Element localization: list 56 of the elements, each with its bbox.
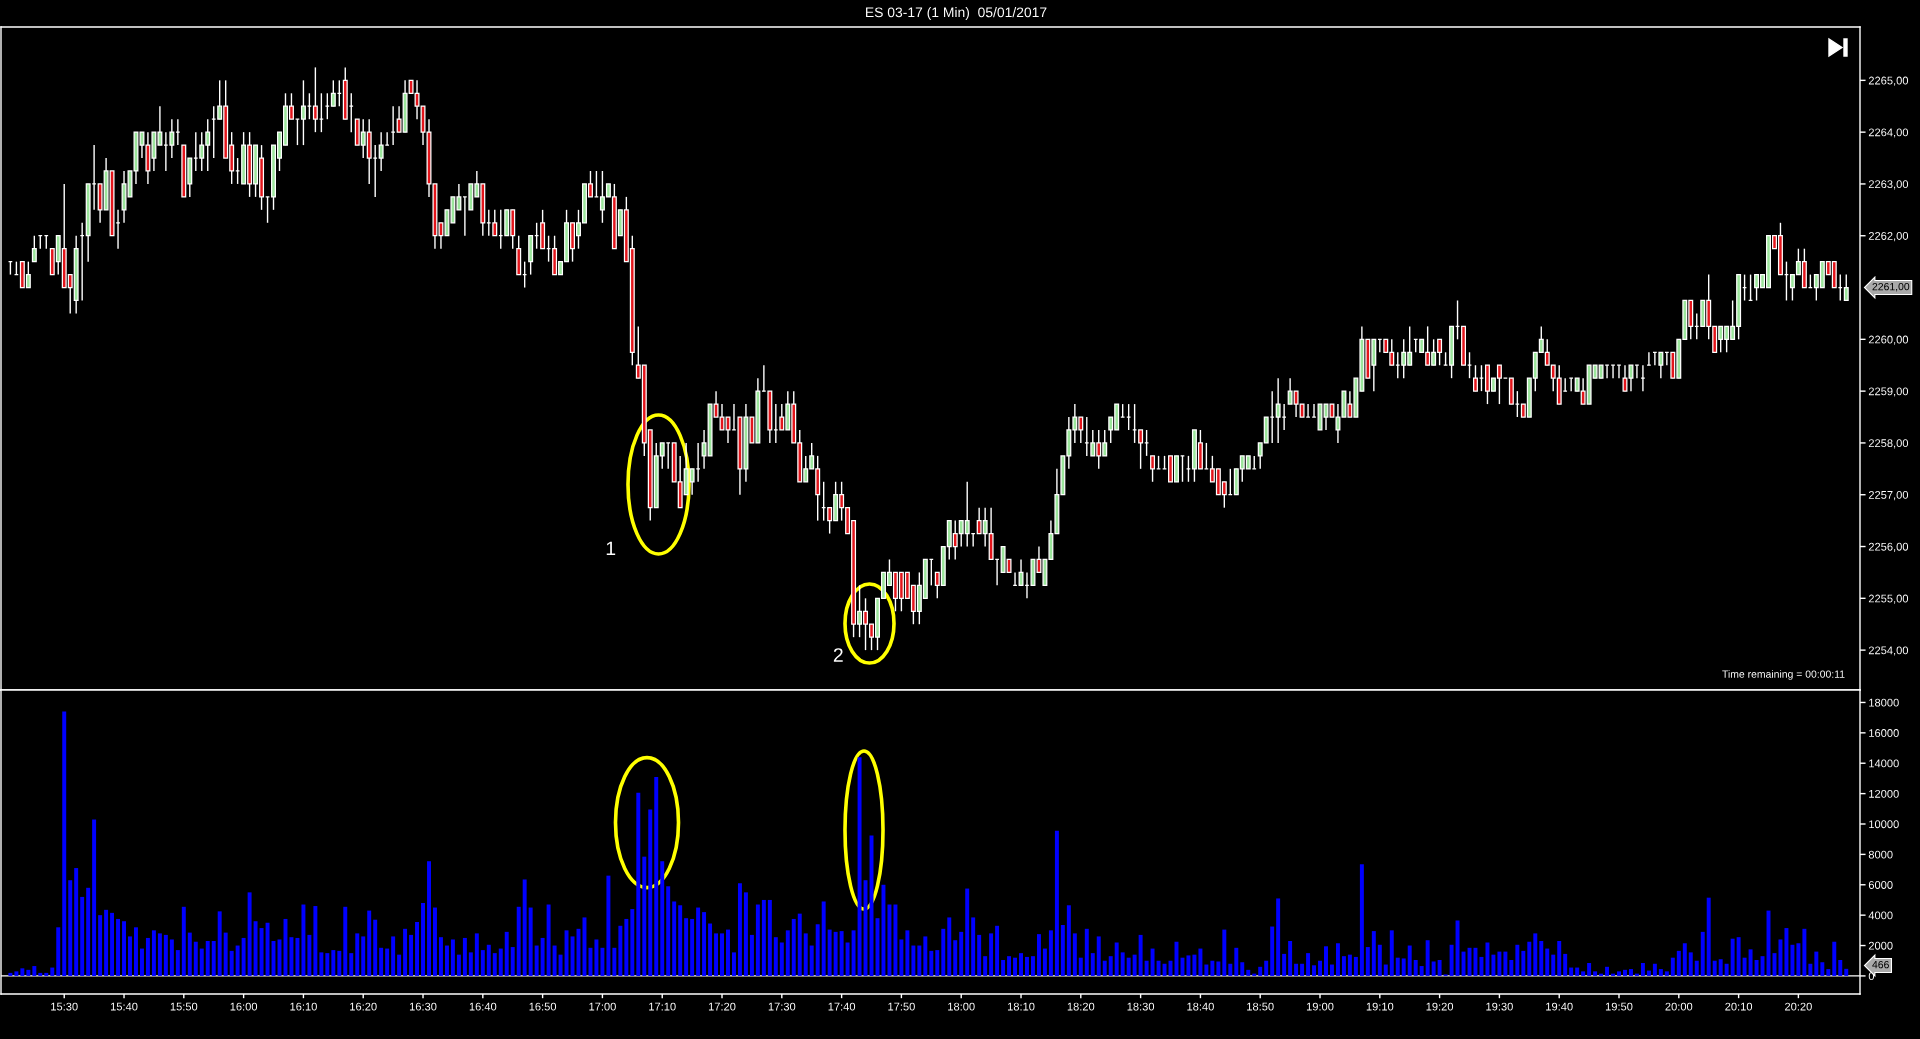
y-tick-label: 2000	[1868, 941, 1893, 950]
y-tick-label: 12000	[1869, 789, 1899, 798]
y-tick-label: 2256,00	[1868, 542, 1909, 552]
x-tick-label: 15:50	[170, 1002, 198, 1011]
y-tick-label: 2258,00	[1868, 439, 1909, 449]
y-tick-label: 8000	[1868, 850, 1893, 859]
x-tick-label: 16:20	[350, 1002, 377, 1011]
x-tick-label: 18:00	[948, 1002, 975, 1011]
y-tick-label: 10000	[1869, 820, 1899, 829]
x-tick-label: 18:40	[1187, 1002, 1214, 1011]
y-tick-label: 6000	[1868, 881, 1893, 889]
text: 2261,00	[1872, 282, 1910, 292]
y-tick-label: 2263,00	[1868, 180, 1909, 190]
y-tick-label: 2265,00	[1868, 76, 1909, 86]
x-tick-label: 17:30	[768, 1002, 796, 1011]
x-tick-label: 16:10	[290, 1002, 317, 1011]
x-tick-label: 16:30	[409, 1002, 437, 1011]
x-tick-label: 15:30	[51, 1002, 78, 1011]
y-tick-label: 2257,00	[1868, 490, 1909, 501]
text: 466	[1872, 960, 1889, 969]
x-tick-label: 17:40	[828, 1002, 856, 1011]
y-tick-label: 2260,00	[1868, 335, 1909, 345]
x-tick-label: 17:10	[649, 1002, 676, 1011]
x-tick-label: 16:00	[230, 1002, 258, 1011]
annotation: Time remaining = 00:00:11	[1722, 670, 1845, 680]
x-tick-label: 19:00	[1306, 1002, 1334, 1011]
x-tick-label: 17:50	[888, 1002, 915, 1011]
x-tick-label: 17:00	[589, 1002, 616, 1011]
x-tick-label: 18:20	[1067, 1002, 1095, 1011]
x-tick-label: 19:20	[1426, 1002, 1454, 1011]
x-tick-label: 18:10	[1007, 1002, 1035, 1011]
x-tick-label: 15:40	[110, 1002, 138, 1011]
y-tick-label: 4000	[1868, 911, 1893, 920]
x-tick-label: 19:30	[1486, 1002, 1513, 1011]
x-tick-label: 19:50	[1605, 1002, 1633, 1011]
x-tick-label: 16:50	[529, 1002, 557, 1011]
x-tick-label: 19:10	[1366, 1002, 1394, 1011]
annotation: 1	[606, 541, 616, 556]
y-tick-label: 2262,00	[1868, 232, 1909, 242]
y-tick-label: 16000	[1869, 729, 1899, 737]
y-tick-label: 2255,00	[1868, 594, 1909, 604]
y-tick-label: 2254,00	[1868, 646, 1909, 656]
x-tick-label: 18:30	[1127, 1002, 1155, 1011]
annotation: 2	[833, 648, 843, 662]
x-tick-label: 19:40	[1546, 1002, 1573, 1011]
x-tick-label: 20:20	[1785, 1002, 1812, 1011]
y-tick-label: 2264,00	[1868, 128, 1909, 138]
y-tick-label: 14000	[1869, 759, 1899, 768]
x-tick-label: 18:50	[1247, 1002, 1274, 1011]
y-tick-label: 2259,00	[1868, 387, 1909, 397]
x-tick-label: 16:40	[469, 1002, 497, 1011]
chart-title: ES 03-17 (1 Min) 05/01/2017	[866, 7, 1047, 20]
y-tick-label: 18000	[1869, 698, 1899, 707]
x-tick-label: 17:20	[708, 1002, 736, 1011]
x-tick-label: 20:10	[1725, 1002, 1753, 1011]
x-tick-label: 20:00	[1665, 1002, 1693, 1011]
